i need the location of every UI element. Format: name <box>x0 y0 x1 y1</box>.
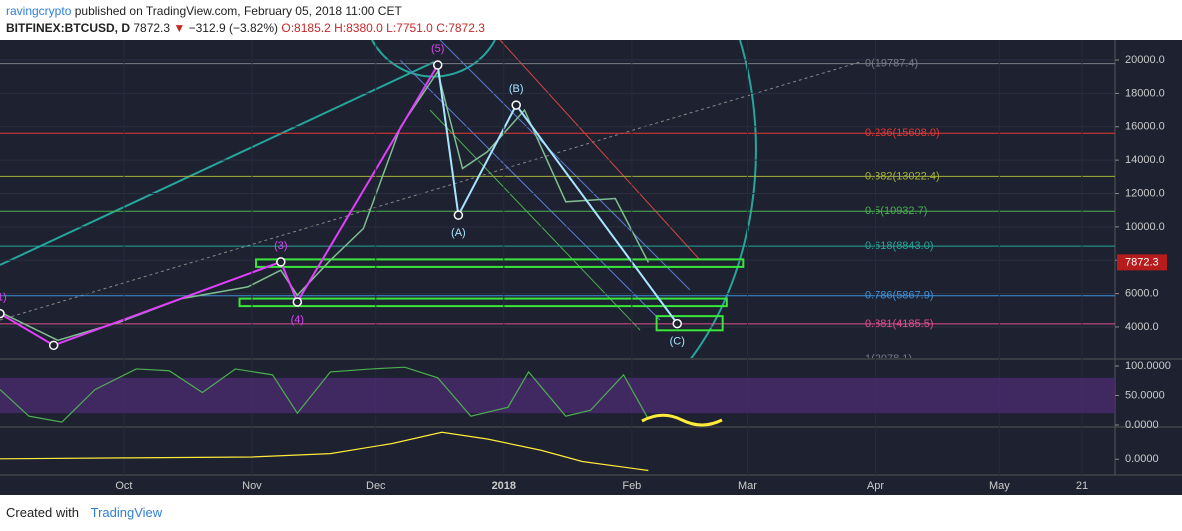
wave-label: (5) <box>431 43 444 55</box>
fib-label: 0.618(8843.0) <box>865 240 934 252</box>
arc <box>371 40 496 78</box>
wave-label: (C) <box>670 336 685 348</box>
last-price-tag <box>1117 254 1167 271</box>
open: O:8185.2 <box>281 21 331 35</box>
last-price-label: 7872.3 <box>1125 256 1159 268</box>
y-tick-label: 12000.0 <box>1125 187 1165 199</box>
brand-link[interactable]: TradingView <box>90 505 163 520</box>
published: published on TradingView.com, February 0… <box>74 4 402 18</box>
wave-label: (4) <box>291 314 304 326</box>
wave-point <box>276 257 286 267</box>
x-tick-label: Dec <box>366 480 386 492</box>
channel <box>439 40 691 291</box>
wave-point <box>453 210 464 220</box>
channel <box>499 40 701 261</box>
fib-label: 0.236(15608.0) <box>865 127 940 139</box>
x-tick-label: Apr <box>867 480 884 492</box>
main-panel: 0(19787.4) 0.236(15608.0) 0.382(13022.4) 0.… <box>0 40 1115 369</box>
x-tick-label: 21 <box>1076 480 1088 492</box>
y-tick-label: 6000.0 <box>1125 288 1159 300</box>
stoch-tick-label: 0.0000 <box>1125 419 1159 431</box>
last: 7872.3 <box>133 21 171 35</box>
wave-label: (1) <box>0 292 7 304</box>
x-tick-label: 2018 <box>492 480 516 492</box>
stoch-tick-label: 100.0000 <box>1125 360 1171 372</box>
arc <box>690 40 757 358</box>
fib-label: 0.786(5867.9) <box>865 290 934 302</box>
down-arrow: ▼ <box>173 21 186 35</box>
zone <box>655 315 724 332</box>
y-tick-label: 4000.0 <box>1125 321 1159 333</box>
wave-point <box>672 318 683 329</box>
y-tick-label: 10000.0 <box>1125 221 1165 233</box>
wave-point <box>48 340 59 351</box>
author[interactable]: ravingcrypto <box>6 4 72 18</box>
fib-label: 1(2078.1) <box>865 353 912 365</box>
zone <box>238 297 728 308</box>
x-tick-label: May <box>989 480 1010 492</box>
x-tick-label: Mar <box>738 480 757 492</box>
created-with: Created with <box>6 505 79 520</box>
wave-point <box>0 308 5 319</box>
fib-label: 0.5(10932.7) <box>865 205 927 217</box>
x-tick-label: Feb <box>622 480 641 492</box>
trend-line <box>0 61 435 266</box>
high: H:8380.0 <box>334 21 383 35</box>
y-tick-label: 20000.0 <box>1125 54 1165 66</box>
wave-label: (A) <box>451 227 466 239</box>
macd-tick-label: 0.0000 <box>1125 453 1159 465</box>
wave-point <box>432 60 443 70</box>
wave-point <box>511 100 521 110</box>
close: C:7872.3 <box>436 21 485 35</box>
y-tick-label: 18000.0 <box>1125 87 1165 99</box>
symbol: BITFINEX:BTCUSD, D <box>6 21 130 35</box>
projection <box>641 413 723 427</box>
symbol-line: BITFINEX:BTCUSD, D 7872.3 ▼ −312.9 (−3.8… <box>6 21 485 35</box>
wave-line <box>436 64 679 325</box>
wave-label: (3) <box>274 240 287 252</box>
fib-label: 0.881(4185.5) <box>865 318 934 330</box>
fib-label: 0(19787.4) <box>865 57 918 69</box>
y-tick-label: 16000.0 <box>1125 121 1165 133</box>
y-tick-label: 14000.0 <box>1125 154 1165 166</box>
wave-label: (2) <box>47 357 60 369</box>
footer: Created with TradingView <box>6 505 162 520</box>
stoch-tick-label: 50.0000 <box>1125 389 1165 401</box>
publish-line: ravingcrypto published on TradingView.co… <box>6 4 402 18</box>
stoch-line <box>0 366 649 423</box>
chart: 0(19787.4) 0.236(15608.0) 0.382(13022.4) 0.… <box>0 40 1182 495</box>
change: −312.9 (−3.82%) <box>188 21 279 35</box>
wave-label: (B) <box>509 83 524 95</box>
zone <box>255 258 745 268</box>
macd-line <box>0 431 649 472</box>
wave-point <box>292 297 303 307</box>
x-tick-label: Oct <box>115 480 132 492</box>
x-tick-label: Nov <box>242 480 262 492</box>
stoch-band <box>0 377 1115 414</box>
fib-label: 0.382(13022.4) <box>865 170 940 182</box>
low: L:7751.0 <box>386 21 433 35</box>
